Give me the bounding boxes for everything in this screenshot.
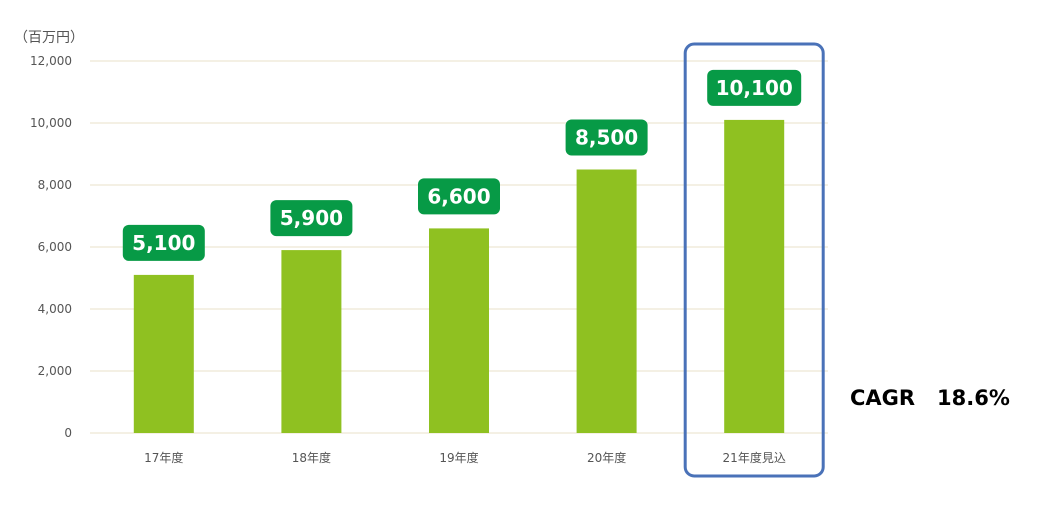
data-label: 5,100 (132, 231, 195, 255)
x-category-label: 19年度 (439, 450, 478, 465)
y-tick-label: 8,000 (38, 178, 72, 192)
bar (281, 250, 342, 433)
highlight-box (683, 42, 825, 478)
data-label-badge (270, 200, 353, 237)
bar (429, 228, 489, 433)
y-tick-label: 12,000 (30, 54, 72, 68)
bar (724, 119, 785, 434)
y-tick-label: 4,000 (38, 302, 72, 316)
bar (133, 274, 194, 433)
data-label-badge (565, 119, 648, 156)
y-unit-label: （百万円） (14, 30, 84, 46)
data-labels: 5,100 5,900 6,600 8,500 10,100 (122, 69, 802, 261)
y-tick-label: 10,000 (30, 116, 72, 130)
data-label: 10,100 (716, 76, 793, 100)
data-label-badge (707, 69, 802, 106)
data-label-badge (122, 224, 205, 261)
cagr-label: CAGR (850, 386, 916, 410)
data-label: 6,600 (427, 184, 490, 208)
x-category-label: 20年度 (587, 450, 626, 465)
x-category-label: 18年度 (292, 450, 331, 465)
x-category-label: 21年度見込 (723, 450, 786, 465)
data-label: 5,900 (280, 206, 343, 230)
x-axis-categories: 17年度 18年度 19年度 20年度 21年度見込 (144, 450, 786, 465)
data-label: 8,500 (575, 126, 638, 150)
y-tick-label: 2,000 (38, 364, 72, 378)
cagr-value: 18.6% (937, 386, 1010, 410)
data-label-badge (418, 178, 500, 215)
y-tick-label: 0 (64, 426, 72, 440)
x-category-label: 17年度 (144, 450, 183, 465)
bars (133, 119, 785, 434)
y-axis-ticks: 0 2,000 4,000 6,000 8,000 10,000 12,000 (30, 54, 72, 440)
bar (576, 169, 637, 433)
cagr-annotation: CAGR 18.6% (850, 386, 1010, 410)
y-tick-label: 6,000 (38, 240, 72, 254)
